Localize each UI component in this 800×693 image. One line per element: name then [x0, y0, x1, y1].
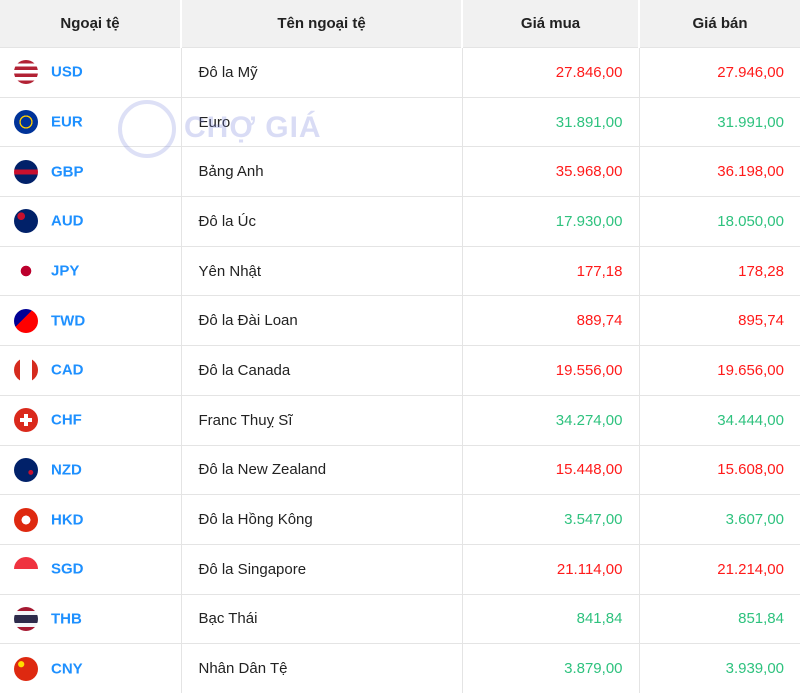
currency-code-link[interactable]: USD	[51, 63, 83, 81]
sell-price: 15.608,00	[639, 444, 800, 495]
flag-twd-icon	[14, 308, 38, 333]
flag-jpy-icon	[14, 259, 38, 284]
buy-price: 15.448,00	[462, 444, 640, 495]
sell-price: 895,74	[639, 295, 800, 346]
table-row: CAD Đô la Canada 19.556,00 19.656,00	[0, 345, 800, 396]
buy-price: 27.846,00	[462, 47, 640, 98]
table-row: CHF Franc Thuỵ Sĩ 34.274,00 34.444,00	[0, 394, 800, 445]
currency-code-link[interactable]: SGD	[51, 560, 84, 578]
currency-code-cell: USD	[0, 47, 182, 98]
flag-cad-icon	[14, 358, 38, 383]
sell-price: 27.946,00	[639, 47, 800, 98]
sell-price: 21.214,00	[639, 543, 800, 595]
currency-code-cell: JPY	[0, 245, 182, 296]
flag-eur-icon	[14, 110, 38, 135]
buy-price: 177,18	[462, 245, 640, 296]
sell-price: 34.444,00	[639, 394, 800, 445]
currency-code-link[interactable]: GBP	[51, 163, 84, 181]
table-row: AUD Đô la Úc 17.930,00 18.050,00	[0, 196, 800, 247]
currency-code-link[interactable]: TWD	[51, 312, 86, 330]
currency-code-link[interactable]: HKD	[51, 511, 84, 529]
buy-price: 19.556,00	[462, 345, 640, 396]
currency-name: Franc Thuỵ Sĩ	[181, 394, 463, 445]
currency-name: Yên Nhật	[181, 245, 463, 296]
table-row: GBP Bảng Anh 35.968,00 36.198,00	[0, 146, 800, 197]
buy-price: 841,84	[462, 593, 640, 644]
flag-gbp-icon	[14, 159, 38, 184]
buy-price: 3.879,00	[462, 643, 640, 693]
buy-price: 21.114,00	[462, 543, 640, 595]
currency-code-cell: GBP	[0, 146, 182, 197]
currency-code-link[interactable]: CHF	[51, 411, 82, 429]
flag-hkd-icon	[14, 507, 38, 532]
buy-price: 3.547,00	[462, 494, 640, 545]
currency-code-cell: AUD	[0, 196, 182, 247]
currency-code-cell: EUR	[0, 96, 182, 147]
table-row: SGD Đô la Singapore 21.114,00 21.214,00	[0, 543, 800, 595]
currency-name: Bảng Anh	[181, 146, 463, 197]
currency-code-cell: THB	[0, 593, 182, 644]
currency-code-cell: HKD	[0, 494, 182, 545]
currency-code-link[interactable]: THB	[51, 610, 82, 628]
currency-code-cell: CHF	[0, 394, 182, 445]
sell-price: 19.656,00	[639, 345, 800, 396]
currency-code-link[interactable]: CNY	[51, 660, 83, 678]
flag-aud-icon	[14, 209, 38, 234]
sell-price: 18.050,00	[639, 196, 800, 247]
flag-usd-icon	[14, 60, 38, 85]
flag-thb-icon	[14, 606, 38, 631]
flag-chf-icon	[14, 408, 38, 433]
currency-code-cell: TWD	[0, 295, 182, 346]
currency-name: Đô la Singapore	[181, 543, 463, 595]
currency-code-cell: SGD	[0, 543, 182, 595]
buy-price: 889,74	[462, 295, 640, 346]
currency-name: Đô la Mỹ	[181, 47, 463, 98]
sell-price: 178,28	[639, 245, 800, 296]
buy-price: 17.930,00	[462, 196, 640, 247]
sell-price: 36.198,00	[639, 146, 800, 197]
currency-code-link[interactable]: JPY	[51, 262, 80, 280]
table-row: USD Đô la Mỹ 27.846,00 27.946,00	[0, 47, 800, 98]
table-row: NZD Đô la New Zealand 15.448,00 15.608,0…	[0, 444, 800, 495]
buy-price: 31.891,00	[462, 96, 640, 147]
header-sell-price: Giá bán	[639, 0, 800, 48]
currency-code-link[interactable]: EUR	[51, 113, 83, 131]
currency-name: Đô la Canada	[181, 345, 463, 396]
sell-price: 3.939,00	[639, 643, 800, 693]
currency-name: Nhân Dân Tệ	[181, 643, 463, 693]
currency-name: Đô la Úc	[181, 196, 463, 247]
table-row: TWD Đô la Đài Loan 889,74 895,74	[0, 295, 800, 346]
currency-name: Bạc Thái	[181, 593, 463, 644]
flag-nzd-icon	[14, 457, 38, 482]
header-buy-price: Giá mua	[462, 0, 640, 48]
currency-name: Đô la Hồng Kông	[181, 494, 463, 545]
header-currency-code: Ngoại tệ	[0, 0, 182, 48]
currency-name: Đô la New Zealand	[181, 444, 463, 495]
sell-price: 3.607,00	[639, 494, 800, 545]
currency-code-link[interactable]: CAD	[51, 361, 84, 379]
table-row: JPY Yên Nhật 177,18 178,28	[0, 245, 800, 296]
currency-code-link[interactable]: NZD	[51, 461, 82, 479]
currency-code-cell: NZD	[0, 444, 182, 495]
buy-price: 34.274,00	[462, 394, 640, 445]
table-row: THB Bạc Thái 841,84 851,84	[0, 593, 800, 644]
table-row: CNY Nhân Dân Tệ 3.879,00 3.939,00	[0, 643, 800, 693]
currency-name: Đô la Đài Loan	[181, 295, 463, 346]
currency-name: Euro	[181, 96, 463, 147]
sell-price: 31.991,00	[639, 96, 800, 147]
currency-code-link[interactable]: AUD	[51, 212, 84, 230]
table-row: EUR Euro 31.891,00 31.991,00	[0, 96, 800, 147]
currency-code-cell: CAD	[0, 345, 182, 396]
currency-code-cell: CNY	[0, 643, 182, 693]
sell-price: 851,84	[639, 593, 800, 644]
header-currency-name: Tên ngoại tệ	[181, 0, 463, 48]
flag-cny-icon	[14, 656, 38, 681]
flag-sgd-icon	[14, 557, 38, 582]
buy-price: 35.968,00	[462, 146, 640, 197]
table-header: Ngoại tệ Tên ngoại tệ Giá mua Giá bán	[0, 0, 800, 48]
table-row: HKD Đô la Hồng Kông 3.547,00 3.607,00	[0, 494, 800, 545]
